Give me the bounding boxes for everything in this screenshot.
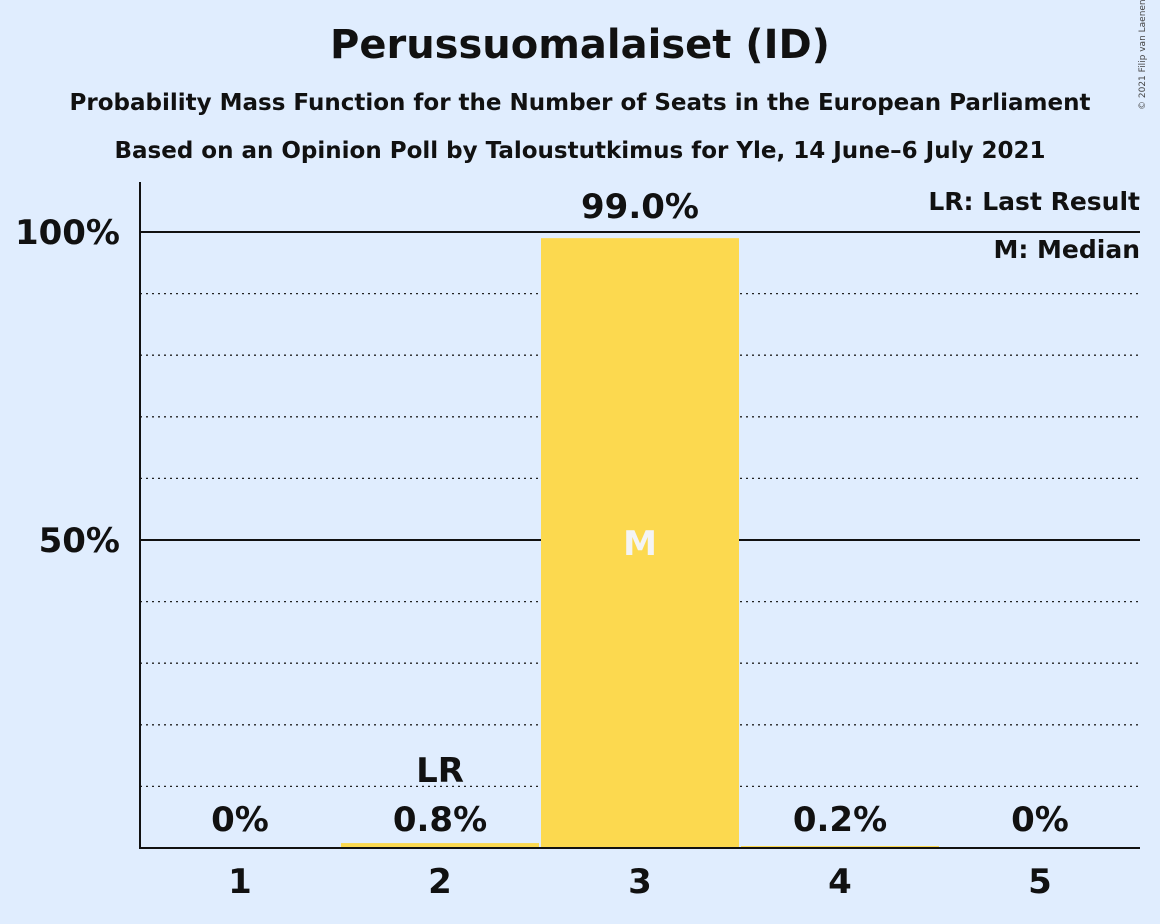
- data-label: 0.2%: [793, 800, 887, 840]
- data-label: 99.0%: [581, 187, 699, 227]
- x-tick-label: 1: [228, 862, 252, 902]
- x-tick-label: 5: [1028, 862, 1052, 902]
- chart-subtitle-1: Probability Mass Function for the Number…: [69, 90, 1091, 116]
- last-result-marker: LR: [416, 751, 464, 791]
- legend-median: M: Median: [993, 235, 1140, 264]
- bar: [341, 843, 539, 848]
- x-tick-label: 3: [628, 862, 652, 902]
- median-marker: M: [623, 524, 657, 564]
- x-tick-label: 2: [428, 862, 452, 902]
- chart-subtitle-2: Based on an Opinion Poll by Taloustutkim…: [114, 138, 1046, 164]
- chart-title: Perussuomalaiset (ID): [330, 22, 830, 68]
- bar: [541, 238, 739, 848]
- y-tick-label: 100%: [15, 213, 120, 253]
- y-tick-label: 50%: [39, 521, 120, 561]
- data-label: 0%: [211, 800, 269, 840]
- legend-last-result: LR: Last Result: [928, 187, 1140, 216]
- data-label: 0%: [1011, 800, 1069, 840]
- data-label: 0.8%: [393, 800, 487, 840]
- x-tick-label: 4: [828, 862, 852, 902]
